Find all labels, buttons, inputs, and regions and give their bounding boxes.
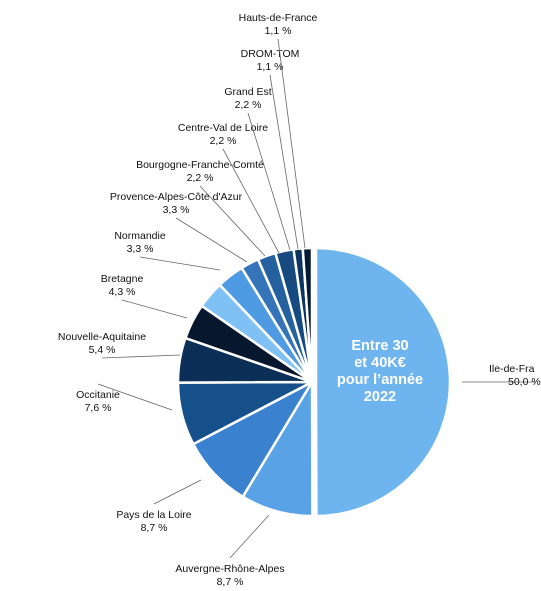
slice-name-label: Occitanie: [76, 389, 120, 401]
slice-name-label: Nouvelle-Aquitaine: [58, 331, 146, 343]
slice-name-label: Normandie: [114, 230, 166, 242]
pie-slice: [314, 246, 452, 518]
slice-value-label: 2,2 %: [187, 172, 214, 184]
slice-name-label: Bourgogne-Franche-Comté: [136, 159, 264, 171]
leader-line: [269, 74, 299, 250]
slice-value-label: 2,2 %: [210, 135, 237, 147]
center-label-line: 2022: [363, 389, 397, 405]
leader-line: [222, 148, 280, 254]
pie-slice: [301, 246, 314, 383]
slice-value-label: 50,0 %: [508, 376, 541, 388]
slice-name-label: Bretagne: [101, 273, 144, 285]
leader-line: [277, 38, 306, 249]
slice-name-label: Centre-Val de Loire: [178, 122, 268, 134]
center-label: Entre 30 et 40K€ pour l’année 2022: [318, 338, 442, 406]
center-label-line: Entre 30: [351, 338, 409, 354]
leader-line: [101, 354, 181, 359]
slice-value-label: 4,3 %: [109, 286, 136, 298]
leader-line: [247, 112, 291, 251]
slice-value-label: 3,3 %: [163, 204, 190, 216]
leader-line: [153, 479, 202, 505]
leader-line: [139, 256, 221, 271]
slice-name-label: Hauts-de-France: [239, 12, 318, 24]
slice-value-label: 2,2 %: [235, 99, 262, 111]
slice-name-label: Auvergne-Rhône-Alpes: [175, 563, 284, 575]
slice-value-label: 8,7 %: [141, 522, 168, 534]
slice-name-label: Grand Est: [224, 86, 271, 98]
slice-value-label: 3,3 %: [127, 243, 154, 255]
leader-line: [199, 185, 266, 257]
slice-value-label: 5,4 %: [89, 344, 116, 356]
slice-name-label: DROM-TOM: [241, 48, 300, 60]
leader-line: [121, 299, 188, 319]
slice-value-label: 7,6 %: [85, 402, 112, 414]
leader-line: [97, 383, 173, 411]
slice-value-label: 8,7 %: [217, 576, 244, 588]
slice-name-label: Pays de la Loire: [116, 509, 191, 521]
leader-line: [229, 514, 270, 559]
slice-name-label: Ile-de-Fra: [489, 363, 535, 375]
slice-value-label: 1,1 %: [265, 25, 292, 37]
leader-line: [175, 217, 248, 263]
center-label-line: pour l’année: [336, 372, 424, 388]
center-label-line: et 40K€: [354, 355, 406, 371]
slice-name-label: Provence-Alpes-Côte d'Azur: [110, 191, 243, 203]
slice-value-label: 1,1 %: [257, 61, 284, 73]
